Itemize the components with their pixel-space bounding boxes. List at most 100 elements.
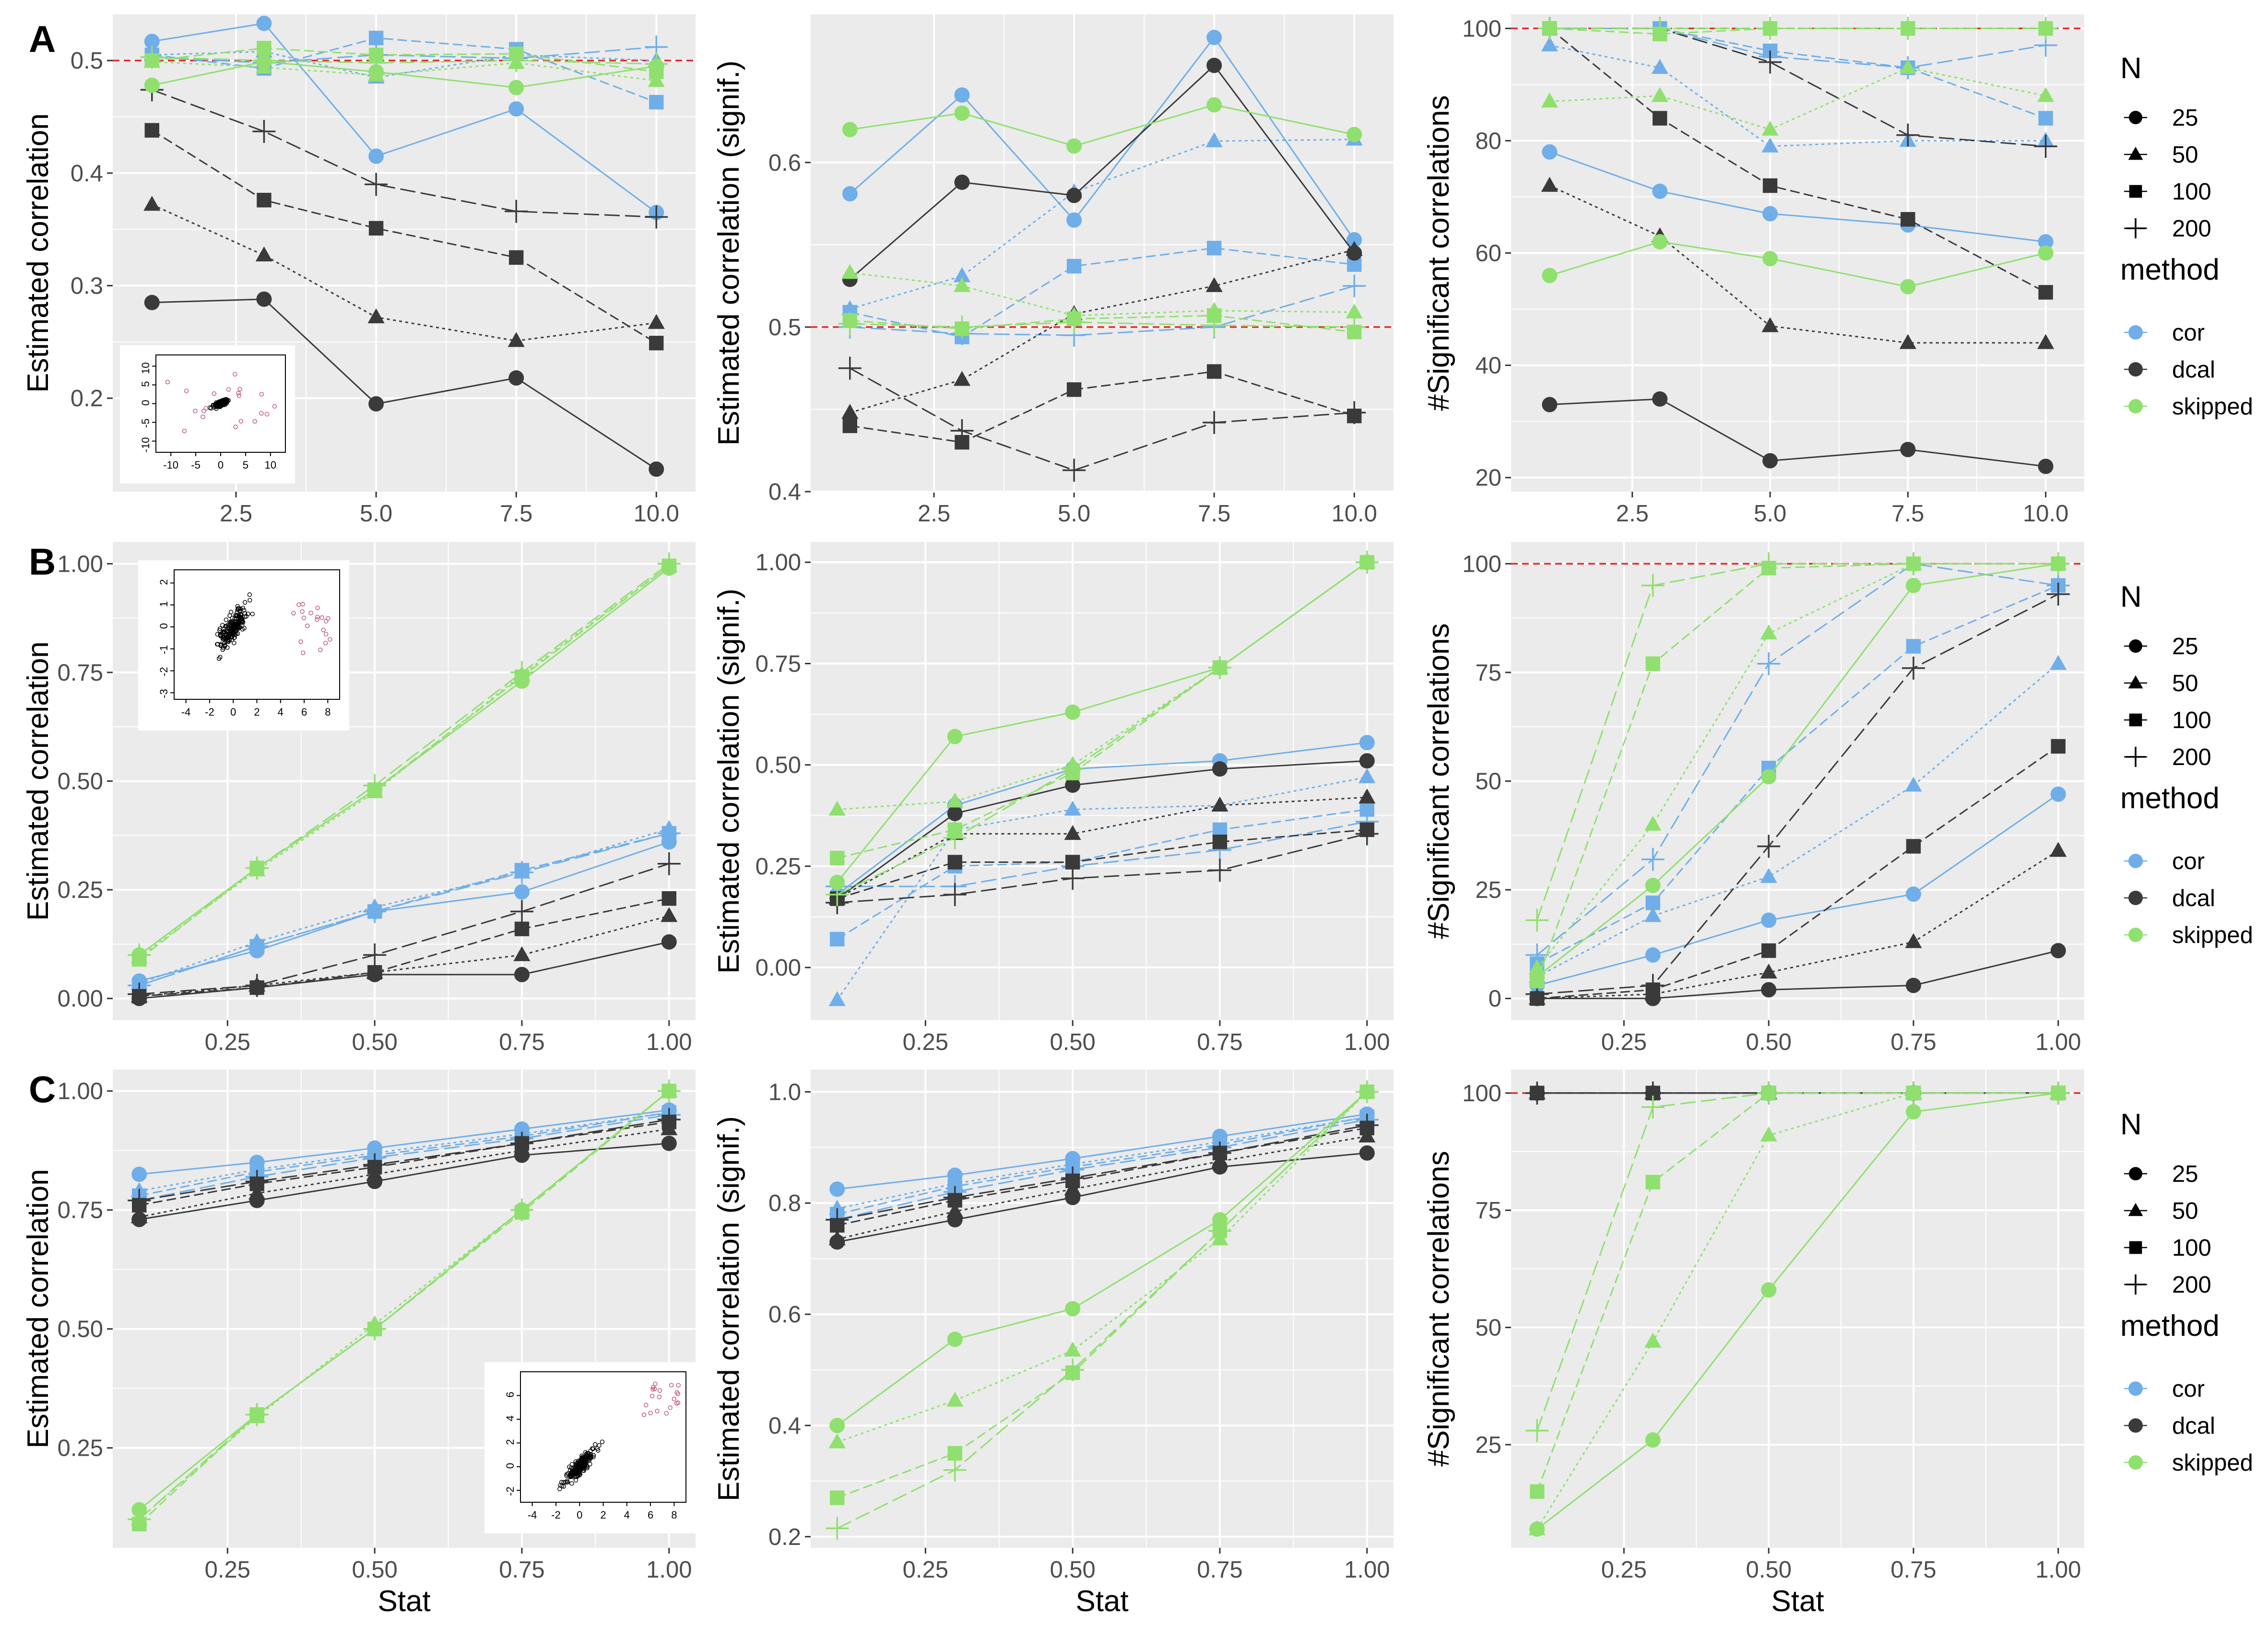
legend-n-label: 25 <box>2172 105 2198 131</box>
y-tick-label: 75 <box>1475 1198 1501 1224</box>
point-dcal-n50 <box>2037 334 2055 349</box>
point-skipped-n25 <box>1065 704 1081 720</box>
inset-point <box>580 1456 585 1461</box>
legend-n-label: 200 <box>2172 744 2211 770</box>
point-skipped-n200 <box>2046 1081 2070 1105</box>
inset-outlier-point <box>201 414 205 419</box>
x-tick-label: 0.75 <box>1197 1029 1242 1055</box>
point-cor-n25 <box>1359 735 1375 751</box>
inset-y-tick-label: -3 <box>158 689 170 698</box>
inset-point <box>585 1454 590 1459</box>
y-tick-label: 0.4 <box>768 1413 801 1439</box>
inset-point <box>237 609 242 613</box>
point-skipped-n50 <box>946 1391 964 1407</box>
point-dcal-n100 <box>514 921 530 936</box>
point-skipped-n200 <box>1061 1358 1085 1382</box>
point-dcal-n100 <box>842 418 857 433</box>
point-dcal-n50 <box>1211 796 1228 812</box>
point-cor-n200 <box>1641 848 1665 871</box>
inset-point <box>568 1468 573 1473</box>
point-skipped-n50 <box>841 264 859 279</box>
point-cor-n50 <box>953 267 971 283</box>
legend-n-key-25 <box>2129 111 2142 124</box>
point-cor-n100 <box>1206 241 1222 256</box>
point-skipped-n200 <box>1355 1080 1379 1104</box>
point-skipped-n25 <box>829 874 845 890</box>
plot-b3: 0.25 0.50 0.75 1.00 0 25 50 75 100 #Significant c… <box>1422 542 2084 1055</box>
inset-scatter-c: -4 -2 0 2 4 6 8 -2 0 2 4 6 <box>484 1362 696 1533</box>
inset-outlier-point <box>323 632 329 636</box>
inset-outlier-point <box>674 1390 679 1395</box>
point-skipped-n50 <box>946 792 964 808</box>
inset-point <box>591 1446 595 1451</box>
point-dcal-n50 <box>953 371 971 386</box>
inset-point <box>578 1468 582 1473</box>
y-tick-label: 25 <box>1475 877 1501 903</box>
point-dcal-n200 <box>245 974 269 997</box>
inset-x-tick-label: 0 <box>230 706 236 718</box>
inset-point <box>579 1457 584 1462</box>
series-line-cor-n200 <box>139 832 670 986</box>
point-skipped-n25 <box>1761 769 1777 785</box>
point-skipped-n25 <box>842 122 858 138</box>
inset-point <box>595 1446 600 1451</box>
point-dcal-n25 <box>1652 391 1668 407</box>
inset-x-tick-label: 8 <box>671 1509 677 1521</box>
inset-point <box>569 1481 574 1486</box>
point-dcal-n100 <box>662 891 676 906</box>
plot-panel <box>811 14 1394 492</box>
point-dcal-n200 <box>657 1108 681 1131</box>
inset-point <box>588 1454 593 1459</box>
y-tick-label: 1.00 <box>58 1079 103 1105</box>
inset-point <box>227 638 232 643</box>
point-cor-n25 <box>1347 232 1362 248</box>
point-skipped-n50 <box>828 801 846 816</box>
point-dcal-n25 <box>947 806 963 822</box>
legend-n-key-200 <box>2126 1274 2146 1295</box>
point-dcal-n50 <box>513 946 531 961</box>
legend-n-label: 25 <box>2172 1161 2198 1187</box>
point-skipped-n200 <box>510 660 533 684</box>
point-skipped-n200 <box>1525 908 1549 932</box>
legend-n-label: 100 <box>2172 1235 2211 1261</box>
inset-x-tick-label: 0 <box>218 459 224 471</box>
point-skipped-n25 <box>954 105 970 121</box>
point-cor-n25 <box>131 1166 147 1182</box>
x-tick-label: 0.50 <box>1746 1029 1791 1055</box>
y-axis-title: Estimated correlation <box>22 641 55 920</box>
point-skipped-n25 <box>2038 245 2054 261</box>
y-tick-label: 0.6 <box>768 150 801 176</box>
point-skipped-n200 <box>1759 17 1782 40</box>
y-tick-label: 0 <box>1488 986 1501 1012</box>
point-dcal-n200 <box>363 1153 387 1177</box>
inset-x-tick-label: 2 <box>600 1509 606 1521</box>
point-dcal-n100 <box>1066 382 1082 397</box>
x-tick-label: 1.00 <box>646 1029 692 1055</box>
series-line-dcal-n200 <box>850 367 1355 471</box>
inset-outlier-point <box>298 639 303 644</box>
point-dcal-n200 <box>510 1131 533 1155</box>
point-skipped-n25 <box>1652 234 1668 250</box>
inset-y-tick-label: 4 <box>504 1415 516 1421</box>
point-cor-n50 <box>1760 868 1777 883</box>
point-cor-n200 <box>363 900 387 923</box>
y-tick-label: 0.2 <box>71 386 103 412</box>
point-cor-n50 <box>1644 907 1662 922</box>
point-cor-n25 <box>256 15 272 31</box>
point-skipped-n25 <box>947 729 963 744</box>
inset-outlier-point <box>305 624 310 628</box>
point-cor-n25 <box>508 101 524 117</box>
point-dcal-n50 <box>367 308 385 324</box>
inset-point <box>218 655 223 660</box>
point-cor-n25 <box>368 148 384 164</box>
inset-point <box>235 610 239 615</box>
point-dcal-n50 <box>661 907 678 922</box>
y-tick-label: 0.25 <box>756 854 801 880</box>
point-dcal-n200 <box>2046 582 2070 606</box>
inset-x-tick-label: 8 <box>325 706 331 718</box>
plot-c2: 0.25 0.50 0.75 1.00 0.2 0.4 0.6 0.8 1.0 Estimated… <box>712 1070 1394 1618</box>
point-cor-n200 <box>1343 274 1366 298</box>
inset-outlier-point <box>184 389 189 393</box>
point-dcal-n50 <box>1541 177 1559 192</box>
